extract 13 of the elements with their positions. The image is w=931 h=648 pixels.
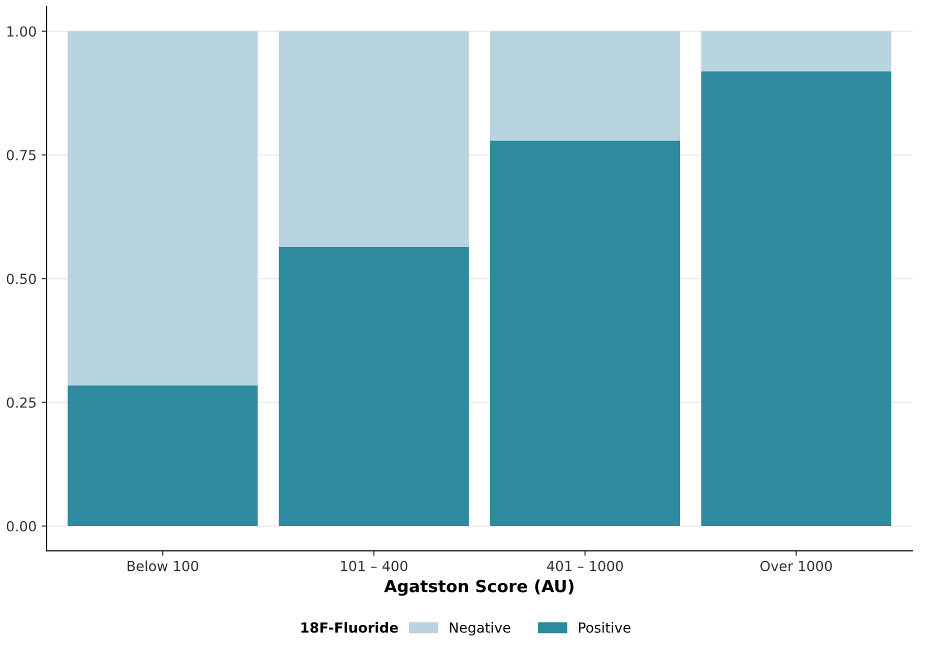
legend-label: Positive (578, 622, 630, 633)
x-tick-label: 101 – 400 (341, 560, 408, 572)
legend-title: 18F-Fluoride (301, 622, 398, 633)
y-tick-label: 0.00 (6, 521, 36, 532)
legend-label: Negative (450, 622, 510, 636)
x-axis-title: Agatston Score (AU) (384, 580, 574, 596)
y-tick-label: 0.75 (6, 150, 36, 160)
y-tick-label: 0.50 (6, 274, 36, 284)
y-tick-label: 1.00 (7, 26, 36, 37)
x-tick-label: 401 – 1000 (546, 560, 623, 572)
x-tick-label: Below 100 (128, 560, 198, 572)
x-tick-label: Over 1000 (760, 560, 832, 572)
y-tick-label: 0.25 (6, 397, 36, 408)
